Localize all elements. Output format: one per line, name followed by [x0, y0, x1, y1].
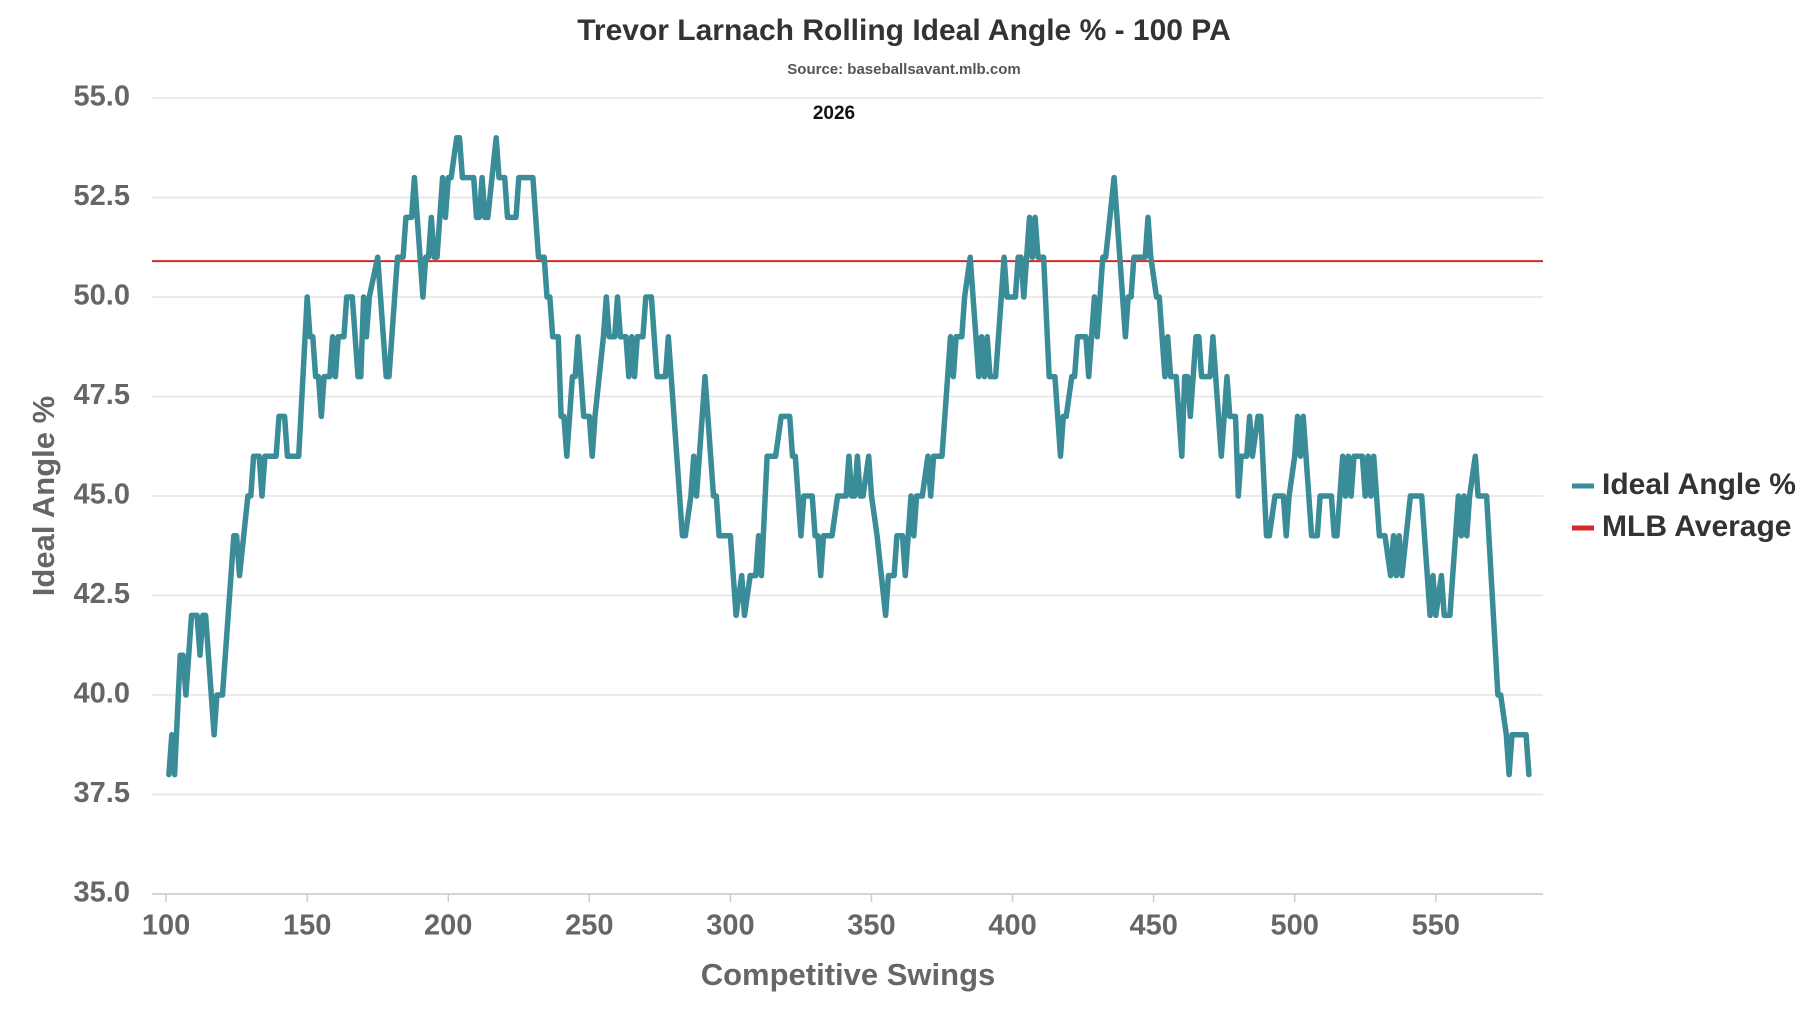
x-tick-label: 550 — [1412, 910, 1460, 942]
y-tick-label: 52.5 — [74, 180, 130, 212]
y-tick-label: 55.0 — [74, 81, 130, 113]
y-axis-title: Ideal Angle % — [26, 396, 61, 596]
x-tick-label: 500 — [1271, 910, 1319, 942]
x-axis-title: Competitive Swings — [701, 957, 996, 992]
legend-label: Ideal Angle % — [1602, 468, 1796, 501]
chart-subtitle: Source: baseballsavant.mlb.com — [787, 61, 1020, 78]
x-tick-label: 350 — [847, 910, 895, 942]
data-line — [166, 135, 1532, 778]
x-tick-label: 400 — [988, 910, 1036, 942]
x-tick-label: 100 — [142, 910, 190, 942]
y-tick-label: 42.5 — [74, 578, 130, 610]
y-tick-label: 47.5 — [74, 379, 130, 411]
annotation: 2026 — [813, 103, 855, 124]
x-tick-label: 300 — [706, 910, 754, 942]
y-tick-label: 45.0 — [74, 479, 130, 511]
y-tick-label: 37.5 — [74, 777, 130, 809]
y-tick-label: 35.0 — [74, 877, 130, 909]
chart-title: Trevor Larnach Rolling Ideal Angle % - 1… — [577, 14, 1231, 47]
y-tick-label: 50.0 — [74, 280, 130, 312]
x-tick-label: 200 — [424, 910, 472, 942]
x-tick-label: 250 — [565, 910, 613, 942]
legend-label: MLB Average — [1602, 510, 1792, 543]
x-tick-label: 450 — [1129, 910, 1177, 942]
y-tick-label: 40.0 — [74, 678, 130, 710]
x-tick-label: 150 — [283, 910, 331, 942]
